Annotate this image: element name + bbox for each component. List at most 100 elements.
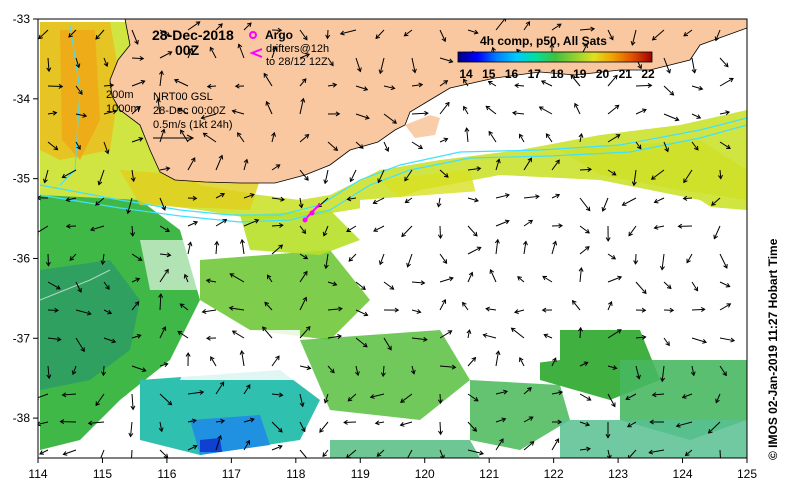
current-arrow: [327, 281, 338, 287]
current-arrow: [683, 29, 693, 37]
current-arrow: [299, 134, 310, 143]
current-arrow: [131, 55, 145, 61]
current-arrow: [485, 306, 497, 312]
current-arrow: [488, 130, 497, 143]
current-arrow: [159, 393, 173, 406]
current-arrow: [719, 337, 736, 343]
argo-label: Argo: [265, 28, 293, 42]
current-arrow: [635, 334, 647, 340]
credit-text: © IMOS 02-Jan-2019 11:27 Hobart Time: [766, 238, 780, 460]
current-arrow: [635, 307, 647, 313]
current-arrow: [719, 110, 731, 116]
current-arrow: [239, 238, 245, 255]
current-arrow: [177, 330, 189, 339]
colorbar-tick-label: 14: [459, 67, 473, 81]
current-arrow: [327, 111, 341, 117]
current-arrow: [719, 141, 731, 149]
current-arrow: [243, 193, 255, 199]
current-arrow: [323, 169, 329, 185]
current-arrow: [633, 253, 639, 265]
current-arrow: [551, 390, 564, 396]
current-arrow: [579, 167, 593, 173]
current-arrow: [47, 307, 59, 313]
current-arrow: [635, 108, 647, 115]
current-arrow: [691, 113, 702, 119]
current-arrow: [635, 83, 653, 89]
current-arrow: [355, 141, 364, 149]
current-arrow: [410, 365, 416, 375]
current-arrow: [373, 225, 385, 232]
current-arrow: [101, 365, 107, 377]
colorbar: 4h comp, p50, All Sats 14 15 16 17 18 19 20 21 2…: [457, 34, 655, 81]
current-arrow: [376, 449, 385, 457]
current-arrow: [625, 393, 637, 401]
current-arrow: [718, 169, 723, 180]
x-tick-label: 117: [222, 467, 241, 481]
current-arrow: [715, 393, 721, 404]
current-arrow: [187, 444, 198, 451]
colorbar-tick-label: 16: [505, 67, 519, 81]
x-tick-label: 119: [351, 467, 370, 481]
current-arrow: [349, 169, 357, 183]
current-arrow: [607, 301, 613, 311]
current-arrow: [607, 365, 618, 370]
current-arrow: [551, 159, 560, 171]
current-arrow: [574, 102, 581, 115]
current-arrow: [187, 418, 197, 424]
current-arrow: [464, 127, 470, 143]
current-arrow: [675, 421, 693, 428]
current-arrow: [579, 361, 589, 367]
current-arrow: [374, 420, 385, 426]
current-arrow: [103, 57, 109, 68]
current-arrow: [206, 335, 217, 341]
current-arrow: [271, 444, 283, 451]
current-arrow: [691, 57, 697, 74]
current-arrow: [607, 29, 614, 41]
current-arrow: [653, 224, 665, 230]
current-arrow: [180, 129, 189, 143]
current-arrow: [46, 57, 52, 73]
current-arrow: [383, 113, 398, 124]
current-arrow: [650, 169, 665, 180]
current-arrow: [45, 253, 51, 267]
current-arrow: [523, 157, 532, 171]
current-arrow: [467, 166, 482, 172]
current-arrow: [682, 195, 693, 201]
drifter-track: [302, 203, 321, 223]
current-arrow: [439, 449, 445, 458]
current-arrow: [411, 82, 424, 88]
current-arrow: [719, 253, 728, 269]
current-arrow: [355, 113, 370, 120]
current-arrow: [571, 299, 581, 311]
colorbar-tick-label: 15: [482, 67, 496, 81]
current-arrow: [343, 419, 357, 425]
current-arrow: [243, 384, 251, 395]
y-axis: -33 -34 -35 -36 -37 -38: [13, 12, 38, 425]
current-arrow: [187, 21, 201, 31]
plot-frame: [37, 18, 748, 459]
current-arrow: [601, 197, 609, 212]
current-arrow: [126, 197, 133, 215]
current-arrow: [467, 246, 482, 255]
current-arrow: [97, 169, 105, 186]
colorbar-tick-label: 19: [573, 67, 587, 81]
colorbar-tick-label: 21: [619, 67, 633, 81]
current-arrow: [299, 78, 307, 87]
current-arrow: [439, 101, 450, 115]
current-arrow: [271, 355, 280, 367]
current-arrow: [319, 421, 329, 433]
current-arrow: [663, 281, 672, 290]
current-arrow: [131, 277, 141, 283]
current-arrow: [607, 275, 623, 283]
argo-legend: Argo drifters@12h to 28/12 12Z: [249, 28, 329, 68]
current-arrow: [714, 29, 721, 42]
current-arrow: [327, 365, 335, 374]
drifters-line1: drifters@12h: [266, 43, 329, 55]
current-arrow: [327, 57, 334, 67]
x-tick-label: 120: [415, 467, 435, 481]
current-arrow: [95, 29, 105, 40]
current-arrow: [411, 309, 422, 314]
current-arrow: [523, 21, 531, 31]
current-arrow: [75, 281, 82, 293]
current-arrow: [158, 293, 164, 311]
